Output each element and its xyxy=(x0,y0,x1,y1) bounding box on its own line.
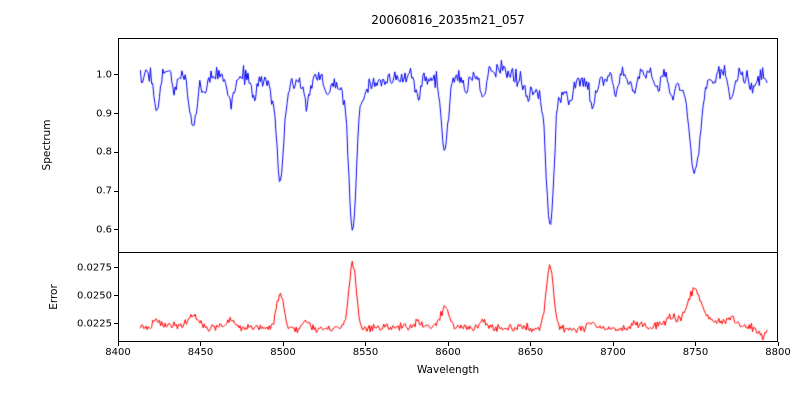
y-tick-label: 0.9 xyxy=(96,108,112,120)
x-tick-label: 8400 xyxy=(105,347,131,358)
x-tick-label: 8800 xyxy=(765,347,791,358)
x-tick-mark xyxy=(282,342,284,346)
x-tick-mark xyxy=(777,342,779,346)
x-axis-label: Wavelength xyxy=(416,364,480,376)
y-tick-label: 0.6 xyxy=(96,224,112,236)
x-tick-mark xyxy=(530,342,531,346)
spectrum-line-canvas xyxy=(119,39,777,252)
x-tick-label: 8450 xyxy=(187,347,214,358)
x-tick-mark xyxy=(447,342,449,346)
x-tick-mark xyxy=(365,342,366,346)
spectrum-panel xyxy=(118,38,778,253)
y-tick-mark xyxy=(114,190,118,192)
y-tick-label: 1.0 xyxy=(96,69,112,81)
error-line-canvas xyxy=(119,253,777,341)
y-tick-label: 0.0275 xyxy=(77,262,112,274)
error-y-axis-label: Error xyxy=(48,284,60,310)
chart-title: 20060816_2035m21_057 xyxy=(371,13,525,27)
y-tick-mark xyxy=(114,295,118,297)
x-tick-label: 8750 xyxy=(682,347,709,358)
y-tick-label: 0.8 xyxy=(96,146,112,158)
x-tick-mark xyxy=(200,342,201,346)
x-tick-mark xyxy=(117,342,119,346)
y-tick-label: 0.0250 xyxy=(77,290,112,302)
x-tick-label: 8500 xyxy=(270,347,296,358)
y-tick-mark xyxy=(114,113,118,115)
x-tick-label: 8600 xyxy=(435,347,461,358)
y-tick-mark xyxy=(114,74,118,76)
x-tick-mark xyxy=(612,342,614,346)
y-tick-mark xyxy=(114,229,118,231)
x-tick-label: 8550 xyxy=(352,347,379,358)
y-tick-mark xyxy=(114,151,118,153)
error-panel xyxy=(118,253,778,342)
x-tick-label: 8700 xyxy=(600,347,626,358)
y-tick-mark xyxy=(114,267,118,269)
y-tick-mark xyxy=(114,323,118,325)
x-tick-label: 8650 xyxy=(517,347,544,358)
x-tick-mark xyxy=(695,342,696,346)
y-tick-label: 0.7 xyxy=(96,185,112,197)
spectrum-y-axis-label: Spectrum xyxy=(41,119,53,171)
y-tick-label: 0.0225 xyxy=(77,318,112,330)
